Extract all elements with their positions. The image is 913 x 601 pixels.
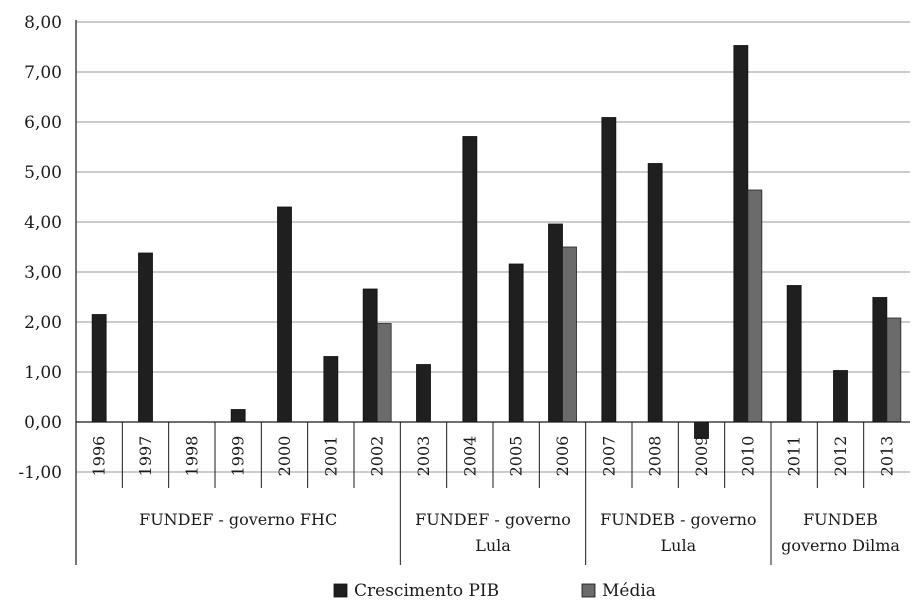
- legend-label: Crescimento PIB: [354, 581, 499, 601]
- bar-crescimento-pib: [91, 314, 107, 423]
- x-tick-label: 1999: [229, 436, 248, 477]
- bar-crescimento-pib: [462, 136, 478, 423]
- labels: -1,00 0,00 1,00 2,00 3,00 4,00 5,00 6,00 7,00 8,0…: [18, 13, 900, 555]
- x-tick-label: 2002: [368, 436, 387, 477]
- x-tick-label: 2013: [877, 436, 896, 477]
- y-tick-label: 1,00: [24, 363, 62, 383]
- bar-media: [886, 317, 902, 423]
- bar-crescimento-pib: [601, 117, 617, 423]
- x-tick-label: 2008: [646, 436, 665, 477]
- y-tick-label: 8,00: [24, 13, 62, 33]
- bar-crescimento-pib: [786, 285, 802, 423]
- bar-crescimento-pib: [416, 364, 431, 423]
- bar-media: [562, 246, 577, 423]
- x-tick-label: 2010: [738, 436, 757, 477]
- legend-swatch: [333, 583, 348, 598]
- group-label: FUNDEB - governo: [600, 510, 756, 529]
- legend: Crescimento PIB Média: [333, 581, 656, 601]
- x-tick-label: 1996: [90, 436, 109, 477]
- y-tick-label: 4,00: [24, 213, 62, 233]
- x-tick-label: 2005: [507, 436, 526, 477]
- group-label: FUNDEB: [803, 510, 878, 529]
- legend-swatch: [581, 583, 596, 598]
- bar-crescimento-pib: [508, 263, 524, 423]
- group-label: FUNDEF - governo: [415, 510, 571, 529]
- bar-media: [376, 323, 392, 423]
- x-tick-label: 2001: [321, 436, 340, 477]
- x-tick-label: 2000: [275, 436, 294, 477]
- axes: [75, 20, 910, 565]
- x-tick-label: 1997: [136, 436, 155, 477]
- x-tick-label: 1998: [182, 436, 201, 477]
- y-tick-label: 7,00: [24, 63, 62, 83]
- group-label: Lula: [475, 536, 511, 555]
- x-tick-label: 2004: [460, 436, 479, 477]
- x-tick-label: 2009: [692, 436, 711, 477]
- y-tick-label: 6,00: [24, 113, 62, 133]
- y-tick-label: 2,00: [24, 313, 62, 333]
- legend-label: Média: [602, 581, 656, 601]
- y-tick-label: 5,00: [24, 163, 62, 183]
- x-tick-label: 2011: [785, 436, 804, 477]
- bar-crescimento-pib: [872, 297, 888, 423]
- bars: [91, 45, 902, 439]
- bar-crescimento-pib: [323, 356, 339, 423]
- bar-crescimento-pib: [138, 252, 153, 423]
- bar-crescimento-pib: [833, 370, 848, 423]
- x-tick-label: 2007: [599, 436, 618, 477]
- bar-crescimento-pib: [647, 163, 663, 423]
- grid-lines: [76, 21, 910, 473]
- x-tick-label: 2012: [831, 436, 850, 477]
- bar-media: [747, 189, 763, 423]
- group-label: FUNDEF - governo FHC: [139, 510, 337, 529]
- x-tick-label: 2006: [553, 436, 572, 477]
- bar-crescimento-pib: [362, 288, 378, 423]
- group-label: governo Dilma: [781, 536, 900, 555]
- group-label: Lula: [661, 536, 697, 555]
- x-tick-label: 2003: [414, 436, 433, 477]
- bar-crescimento-pib: [548, 223, 563, 423]
- bar-crescimento-pib: [277, 206, 292, 423]
- bar-crescimento-pib: [230, 409, 246, 423]
- y-tick-label: 0,00: [24, 413, 62, 433]
- y-tick-label: -1,00: [18, 463, 62, 483]
- bar-crescimento-pib: [733, 45, 749, 423]
- y-tick-label: 3,00: [24, 263, 62, 283]
